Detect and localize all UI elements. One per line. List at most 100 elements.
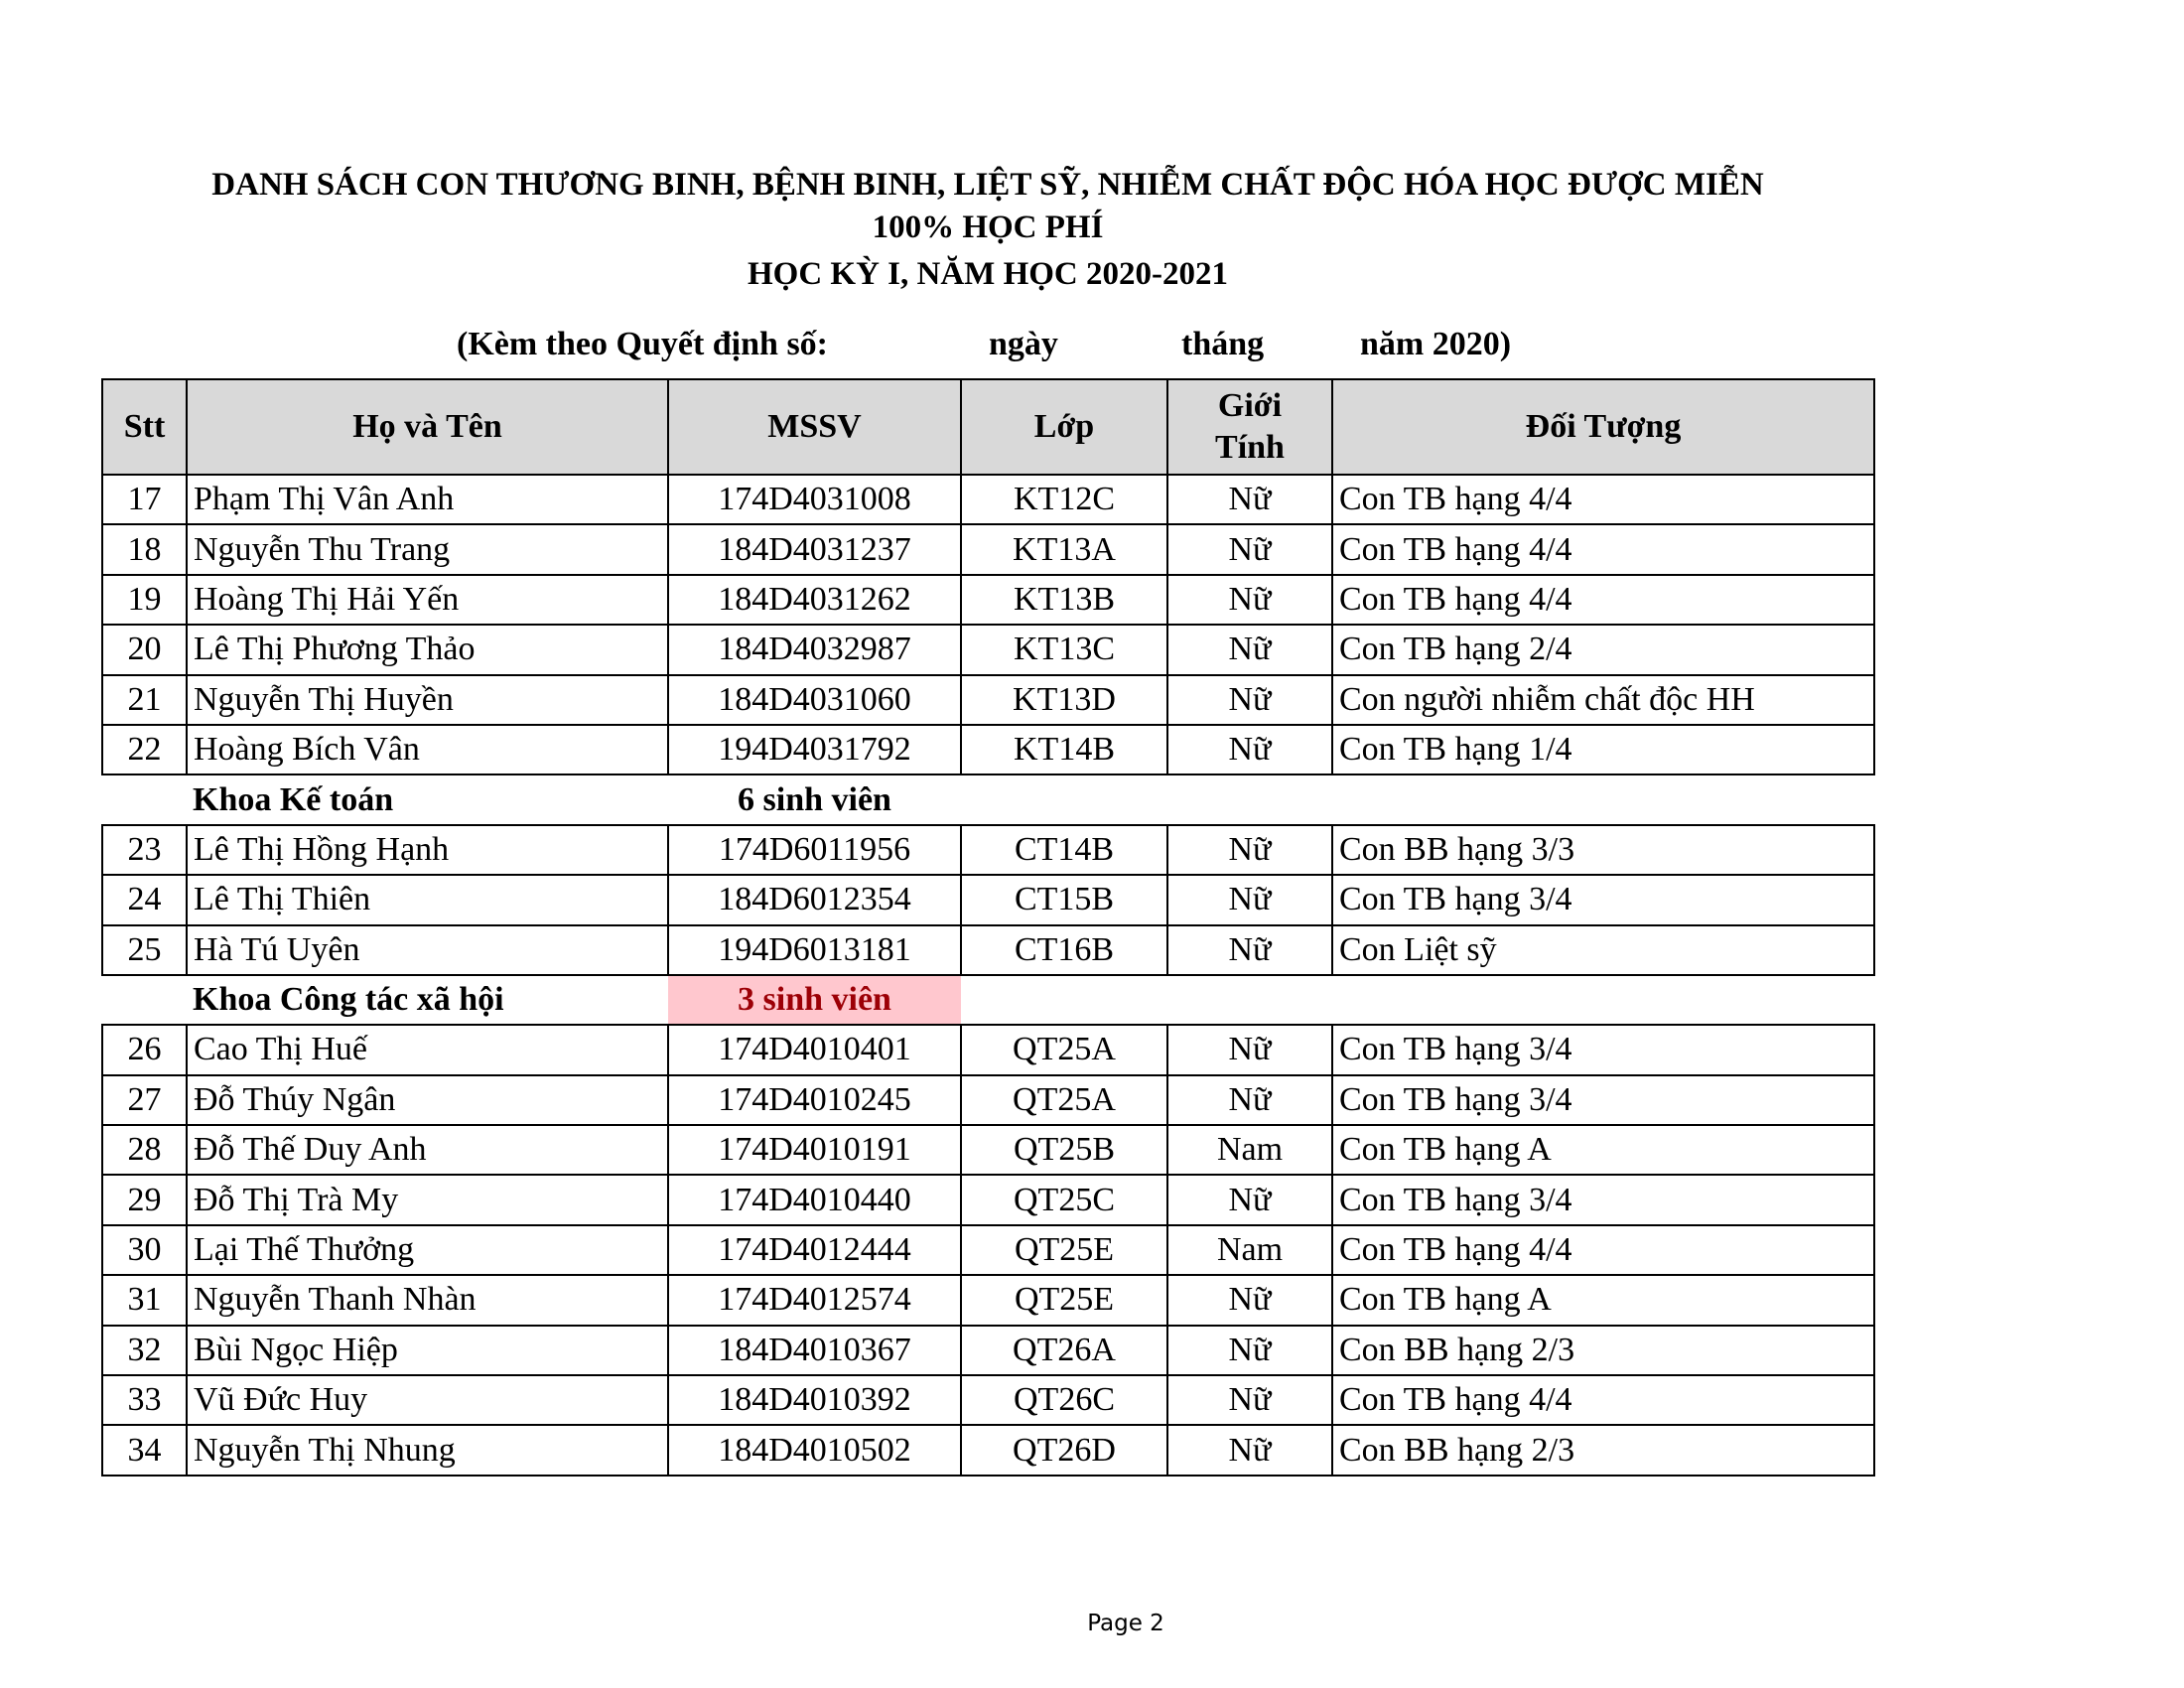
gender-cell: Nữ: [1166, 1024, 1333, 1076]
class-cell: QT25A: [960, 1024, 1168, 1076]
header-category: Đối Tượng: [1331, 378, 1875, 476]
empty-cell: [1167, 975, 1332, 1025]
mssv-cell: 194D4031792: [667, 723, 962, 776]
empty-cell: [102, 975, 187, 1025]
mssv-cell: 174D4010191: [667, 1124, 962, 1177]
document-title-line-1: DANH SÁCH CON THƯƠNG BINH, BỆNH BINH, LI…: [211, 167, 1764, 203]
table-row: 34 Nguyễn Thị Nhung 184D4010502 QT26D Nữ Con …: [101, 1424, 1875, 1477]
name-cell: Lại Thế Thưởng: [186, 1223, 669, 1277]
empty-cell: [102, 774, 187, 824]
mssv-cell: 184D4031237: [667, 523, 962, 576]
class-cell: KT13A: [960, 523, 1168, 576]
empty-cell: [1167, 774, 1332, 824]
stt-cell: 32: [101, 1324, 188, 1377]
table-row: 22 Hoàng Bích Vân 194D4031792 KT14B Nữ Con TB…: [101, 723, 1875, 776]
table-row: 24 Lê Thị Thiên 184D6012354 CT15B Nữ Con TB h…: [101, 874, 1875, 926]
gender-cell: Nữ: [1166, 624, 1333, 676]
name-cell: Vũ Đức Huy: [186, 1374, 669, 1427]
table-row: 23 Lê Thị Hồng Hạnh 174D6011956 CT14B Nữ Con …: [101, 823, 1875, 877]
gender-cell: Nam: [1166, 1124, 1333, 1177]
stt-cell: 27: [101, 1073, 188, 1127]
faculty-name: Khoa Kế toán: [193, 780, 394, 818]
category-cell: Con TB hạng 4/4: [1331, 573, 1875, 627]
table-row: 18 Nguyễn Thu Trang 184D4031237 KT13A Nữ Con …: [101, 523, 1875, 576]
gender-cell: Nữ: [1166, 1374, 1333, 1427]
table-row: 33 Vũ Đức Huy 184D4010392 QT26C Nữ Con TB hạn…: [101, 1374, 1875, 1427]
category-cell: Con TB hạng A: [1331, 1124, 1875, 1177]
month-label: tháng: [1181, 326, 1265, 362]
class-cell: QT25E: [960, 1223, 1168, 1277]
mssv-cell: 174D4012574: [667, 1274, 962, 1327]
table-header-row: Stt Họ và Tên MSSV Lớp Giới Tính Đối Tượn…: [101, 378, 1875, 476]
name-cell: Bùi Ngọc Hiệp: [186, 1324, 669, 1377]
class-cell: CT16B: [960, 923, 1168, 976]
category-cell: Con người nhiễm chất độc HH: [1331, 673, 1875, 726]
mssv-cell: 184D4032987: [667, 624, 962, 676]
class-cell: QT25A: [960, 1073, 1168, 1127]
stt-cell: 24: [101, 874, 188, 926]
student-table: Stt Họ và Tên MSSV Lớp Giới Tính Đối Tượn…: [101, 378, 1875, 1477]
gender-cell: Nữ: [1166, 1324, 1333, 1377]
faculty-count: 3 sinh viên: [668, 974, 961, 1026]
decision-reference: (Kèm theo Quyết định số: ngày tháng năm …: [0, 326, 2184, 365]
gender-cell: Nữ: [1166, 823, 1333, 877]
header-gender: Giới Tính: [1166, 378, 1333, 476]
class-cell: QT26C: [960, 1374, 1168, 1427]
stt-cell: 23: [101, 823, 188, 877]
gender-cell: Nữ: [1166, 1274, 1333, 1327]
class-cell: QT26A: [960, 1324, 1168, 1377]
stt-cell: 20: [101, 624, 188, 676]
table-row: 25 Hà Tú Uyên 194D6013181 CT16B Nữ Con Liệt s…: [101, 923, 1875, 976]
class-cell: KT13C: [960, 624, 1168, 676]
name-cell: Hà Tú Uyên: [186, 923, 669, 976]
class-cell: KT12C: [960, 473, 1168, 526]
header-name: Họ và Tên: [186, 378, 669, 476]
table-row: 27 Đỗ Thúy Ngân 174D4010245 QT25A Nữ Con TB h…: [101, 1073, 1875, 1127]
table-row: 30 Lại Thế Thưởng 174D4012444 QT25E Nam Con T…: [101, 1223, 1875, 1277]
day-label: ngày: [989, 326, 1058, 362]
faculty-count: 6 sinh viên: [738, 780, 891, 818]
table-row: 26 Cao Thị Huế 174D4010401 QT25A Nữ Con TB hạ…: [101, 1024, 1875, 1076]
class-cell: CT15B: [960, 874, 1168, 926]
category-cell: Con TB hạng 4/4: [1331, 1374, 1875, 1427]
category-cell: Con TB hạng 3/4: [1331, 1073, 1875, 1127]
category-cell: Con BB hạng 3/3: [1331, 823, 1875, 877]
name-cell: Nguyễn Thị Nhung: [186, 1424, 669, 1477]
stt-cell: 30: [101, 1223, 188, 1277]
header-class: Lớp: [960, 378, 1168, 476]
category-cell: Con TB hạng 4/4: [1331, 473, 1875, 526]
stt-cell: 34: [101, 1424, 188, 1477]
category-cell: Con TB hạng 3/4: [1331, 1174, 1875, 1226]
stt-cell: 17: [101, 473, 188, 526]
class-cell: KT13D: [960, 673, 1168, 726]
gender-cell: Nữ: [1166, 723, 1333, 776]
category-cell: Con TB hạng 4/4: [1331, 1223, 1875, 1277]
faculty-name: Khoa Công tác xã hội: [193, 981, 504, 1019]
category-cell: Con Liệt sỹ: [1331, 923, 1875, 976]
header-stt: Stt: [101, 378, 188, 476]
class-cell: QT25B: [960, 1124, 1168, 1177]
faculty-summary-row: Khoa Kế toán 6 sinh viên: [102, 774, 1874, 824]
name-cell: Lê Thị Phương Thảo: [186, 624, 669, 676]
gender-cell: Nữ: [1166, 573, 1333, 627]
stt-cell: 33: [101, 1374, 188, 1427]
name-cell: Nguyễn Thu Trang: [186, 523, 669, 576]
header-mssv: MSSV: [667, 378, 962, 476]
gender-cell: Nữ: [1166, 473, 1333, 526]
name-cell: Hoàng Bích Vân: [186, 723, 669, 776]
category-cell: Con BB hạng 2/3: [1331, 1324, 1875, 1377]
name-cell: Đỗ Thế Duy Anh: [186, 1124, 669, 1177]
table-row: 32 Bùi Ngọc Hiệp 184D4010367 QT26A Nữ Con BB …: [101, 1324, 1875, 1377]
stt-cell: 31: [101, 1274, 188, 1327]
empty-cell: [1332, 975, 1874, 1025]
stt-cell: 19: [101, 573, 188, 627]
category-cell: Con TB hạng 2/4: [1331, 624, 1875, 676]
class-cell: CT14B: [960, 823, 1168, 877]
class-cell: QT25C: [960, 1174, 1168, 1226]
name-cell: Nguyễn Thanh Nhàn: [186, 1274, 669, 1327]
year-label: năm 2020): [1360, 326, 1512, 362]
name-cell: Cao Thị Huế: [186, 1024, 669, 1076]
mssv-cell: 174D4031008: [667, 473, 962, 526]
stt-cell: 26: [101, 1024, 188, 1076]
table-row: 29 Đỗ Thị Trà My 174D4010440 QT25C Nữ Con TB …: [101, 1174, 1875, 1226]
